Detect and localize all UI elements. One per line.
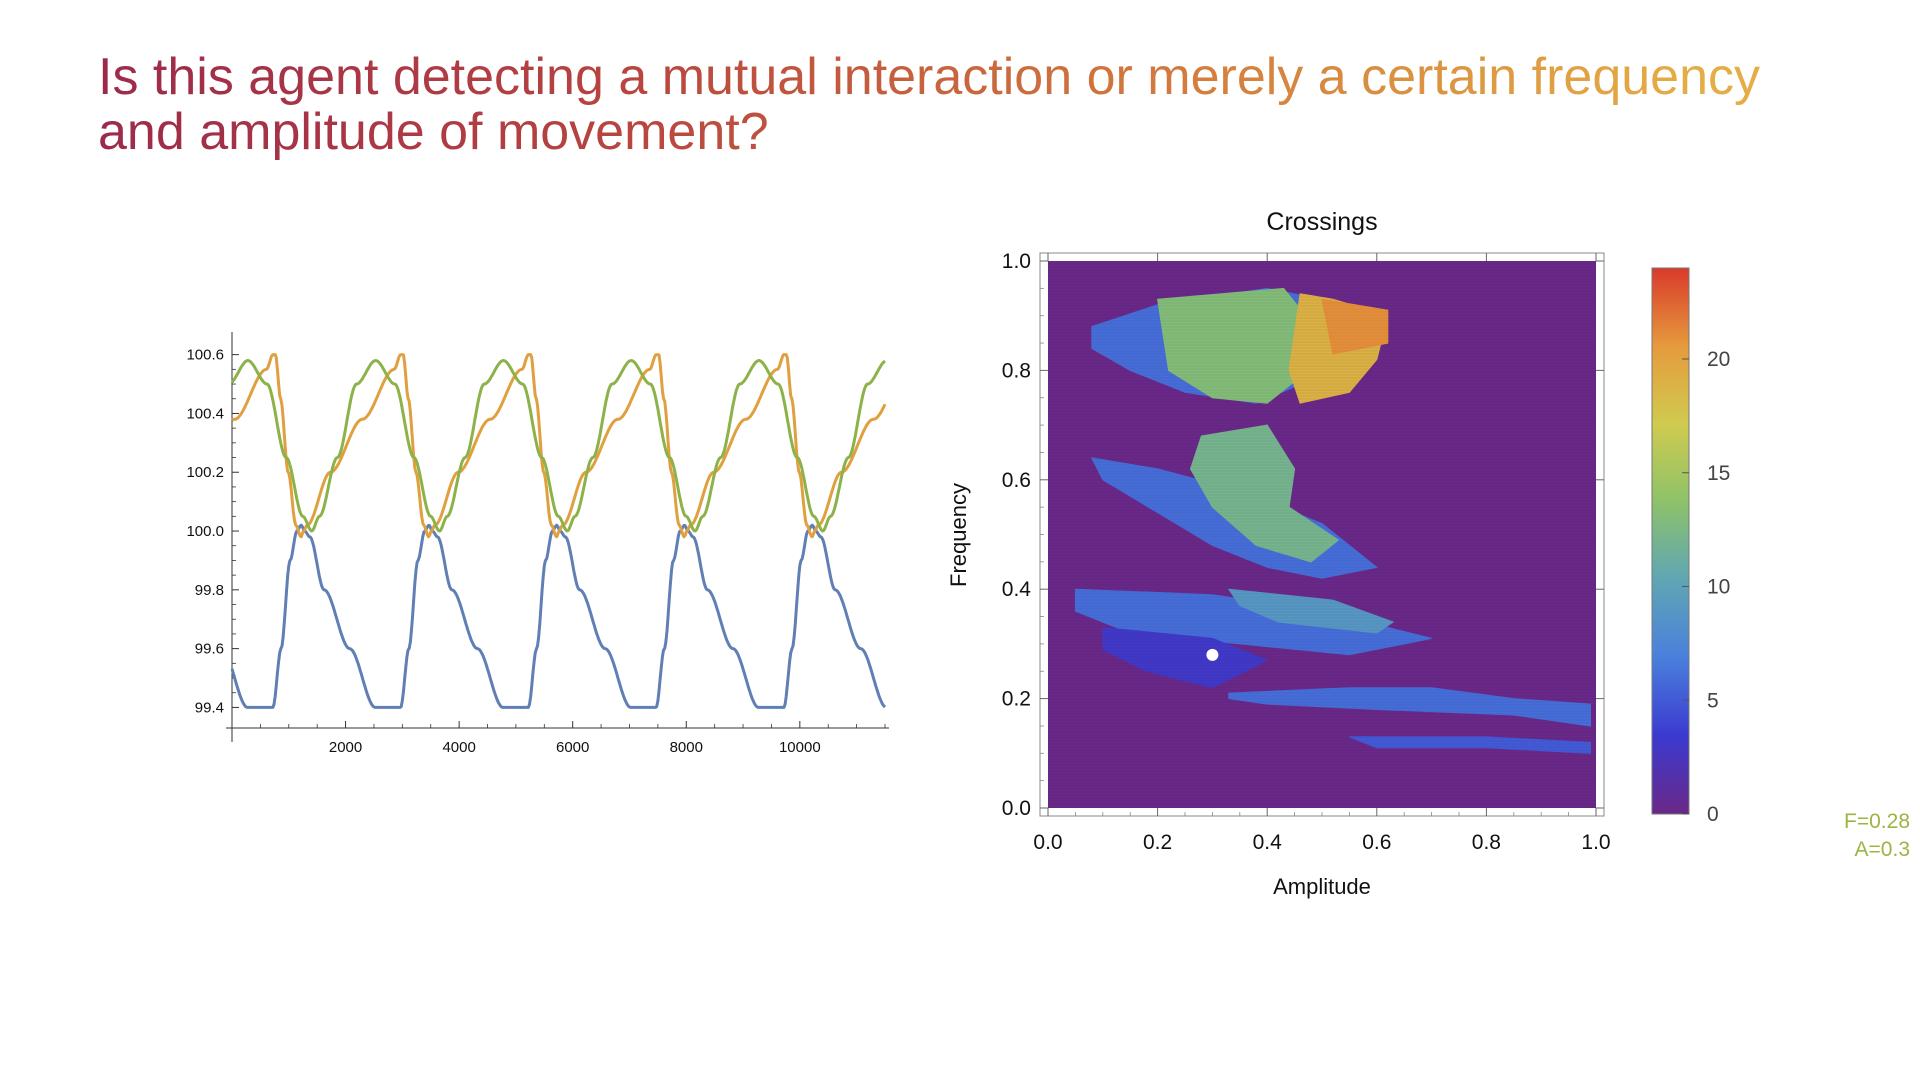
amplitude-annotation: A=0.3 <box>1854 838 1910 861</box>
selected-point-marker <box>1206 648 1219 661</box>
x-tick-label: 8000 <box>670 739 703 756</box>
y-tick-label: 99.6 <box>195 641 224 658</box>
x-tick-label: 1.0 <box>1581 831 1610 854</box>
fa-annotation: F=0.28 A=0.3 <box>1800 808 1910 864</box>
heatmap-region-10 <box>1102 626 1269 689</box>
colorbar-tick-label: 0 <box>1707 803 1719 826</box>
x-tick-label: 0.2 <box>1143 831 1172 854</box>
x-tick-label: 0.0 <box>1033 831 1062 854</box>
colorbar-tick-label: 15 <box>1707 462 1730 485</box>
heatmap-title: Crossings <box>1266 208 1377 236</box>
y-tick-label: 0.8 <box>1002 359 1031 382</box>
heatmap-region-1 <box>1157 287 1307 404</box>
x-axis-label: Amplitude <box>1273 874 1371 899</box>
y-tick-label: 99.4 <box>195 699 224 716</box>
y-tick-label: 100.2 <box>186 464 224 481</box>
series-line-blue <box>230 523 887 709</box>
x-tick-label: 0.6 <box>1362 831 1391 854</box>
y-tick-label: 100.0 <box>186 523 224 540</box>
heatmap-region-5 <box>1189 424 1340 563</box>
heatmap-region-8 <box>1228 687 1591 727</box>
colorbar-tick-label: 10 <box>1707 576 1730 599</box>
colorbar-tick-label: 20 <box>1707 348 1730 371</box>
heatmap-regions <box>1048 261 1596 808</box>
y-tick-label: 99.8 <box>195 582 224 599</box>
heatmap-region-7 <box>1227 588 1395 634</box>
heatmap-region-3 <box>1321 298 1389 355</box>
x-tick-label: 2000 <box>329 739 362 756</box>
x-tick-label: 0.8 <box>1472 831 1501 854</box>
y-tick-label: 1.0 <box>1002 250 1031 273</box>
colorbar-tick-label: 5 <box>1707 689 1719 712</box>
x-tick-label: 10000 <box>779 739 821 756</box>
y-tick-label: 0.0 <box>1002 797 1031 820</box>
y-tick-label: 100.6 <box>186 347 224 364</box>
frequency-annotation: F=0.28 <box>1844 810 1910 833</box>
y-tick-label: 0.4 <box>1002 578 1032 601</box>
y-axis-label: Frequency <box>946 483 971 587</box>
x-tick-label: 6000 <box>556 739 589 756</box>
y-tick-label: 0.2 <box>1002 688 1031 711</box>
x-tick-label: 0.4 <box>1253 831 1283 854</box>
x-tick-label: 4000 <box>442 739 475 756</box>
y-tick-label: 0.6 <box>1002 469 1031 492</box>
series-line-green <box>230 359 886 533</box>
series-line-orange <box>231 353 887 539</box>
y-tick-label: 100.4 <box>186 405 224 422</box>
heatmap-region-9 <box>1349 736 1591 754</box>
colorbar <box>1651 267 1690 815</box>
